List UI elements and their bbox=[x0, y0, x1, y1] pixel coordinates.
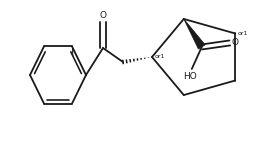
Text: O: O bbox=[232, 38, 239, 48]
Text: I: I bbox=[70, 48, 74, 58]
Text: or1: or1 bbox=[155, 54, 165, 58]
Polygon shape bbox=[184, 19, 205, 49]
Text: HO: HO bbox=[183, 72, 197, 81]
Text: or1: or1 bbox=[237, 31, 248, 36]
Text: O: O bbox=[99, 11, 106, 20]
